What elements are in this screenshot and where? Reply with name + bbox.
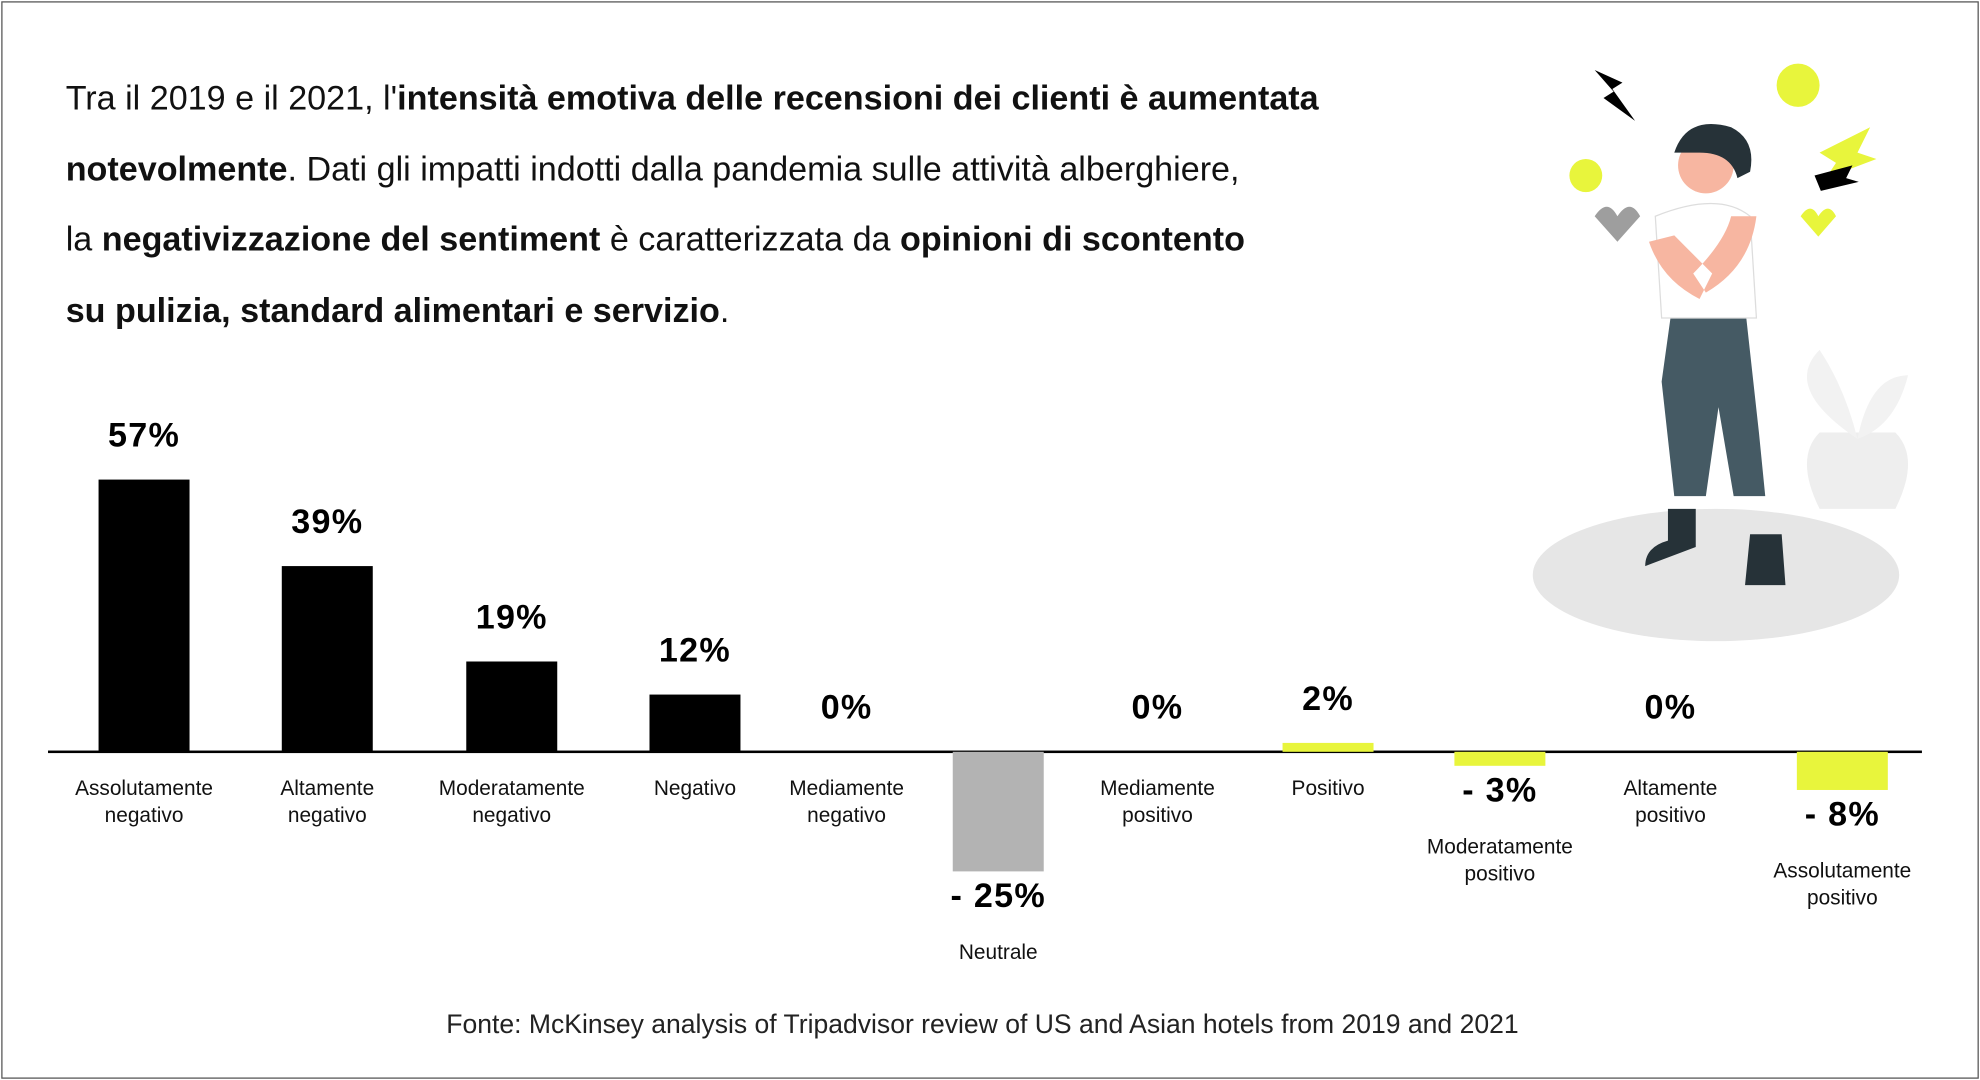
intro-line: notevolmente. Dati gli impatti indotti d… (66, 134, 1319, 205)
category-label: Positivo (1291, 777, 1365, 801)
category-label: Neutrale (958, 941, 1038, 965)
bar (1796, 751, 1888, 791)
intro-line: la negativizzazione del sentiment è cara… (66, 205, 1319, 276)
value-label: - 3% (1462, 771, 1538, 810)
bar (466, 661, 558, 752)
value-label: 0% (1644, 688, 1697, 727)
source: Fonte: McKinsey analysis of Tripadvisor … (446, 1010, 1519, 1040)
bar (1454, 751, 1546, 767)
value-label: 0% (1131, 688, 1184, 727)
value-label: 39% (291, 501, 364, 541)
category-label: Moderatamente positivo (1426, 836, 1573, 886)
intro-text: intensità emotiva delle recensioni dei c… (397, 78, 1319, 118)
intro-text: opinioni di scontento (899, 220, 1245, 259)
intro-line: su pulizia, standard alimentari e serviz… (66, 275, 1319, 346)
value-label: 19% (475, 597, 548, 636)
bar (1282, 742, 1374, 752)
value-label: - 8% (1804, 795, 1880, 834)
value-label: - 25% (950, 876, 1046, 915)
category-label: Assolutamente positivo (1773, 860, 1912, 910)
intro-text: notevolmente (65, 149, 288, 188)
intro: Tra il 2019 e il 2021, l'intensità emoti… (66, 64, 1319, 346)
bar (98, 479, 190, 752)
category-label: Negativo (653, 777, 737, 801)
value-label: 2% (1302, 678, 1354, 717)
category-label: Assolutamente negativo (75, 777, 214, 827)
bar (649, 694, 741, 752)
intro-text: è caratterizzata da (600, 220, 900, 259)
category-label: Mediamente positivo (1100, 777, 1215, 827)
illustration (1532, 63, 1909, 642)
intro-text: Tra il 2019 e il 2021, l' (65, 78, 398, 118)
value-label: 12% (658, 630, 732, 670)
category-label: Mediamente negativo (789, 777, 904, 827)
value-label: 57% (107, 415, 181, 455)
bar (281, 565, 373, 752)
bar (952, 751, 1044, 872)
intro-text: su pulizia, standard alimentari e serviz… (65, 290, 720, 329)
intro-text: la (65, 220, 102, 259)
intro-line: Tra il 2019 e il 2021, l'intensità emoti… (66, 64, 1319, 135)
value-label: 0% (820, 688, 873, 727)
category-label: Moderatamente negativo (438, 777, 585, 827)
intro-text: negativizzazione del sentiment (101, 220, 601, 259)
category-label: Altamente positivo (1623, 777, 1718, 827)
intro-text: . Dati gli impatti indotti dalla pandemi… (287, 149, 1240, 188)
intro-text: . (719, 290, 730, 329)
category-label: Altamente negativo (280, 777, 375, 827)
